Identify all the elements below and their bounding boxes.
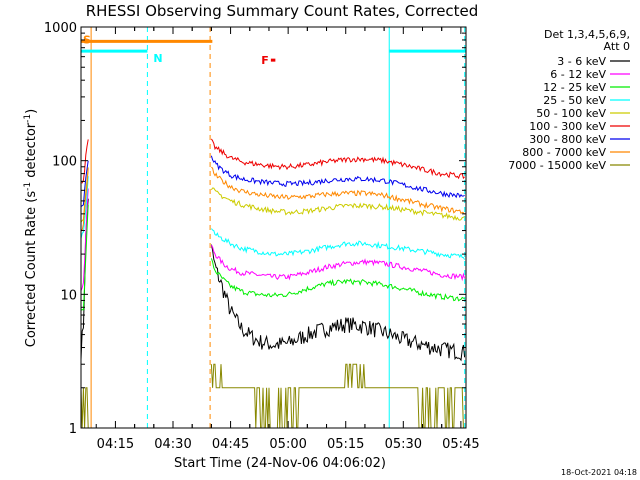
series-800-7000-kev-segment-2 — [211, 166, 465, 215]
x-tick-label: 04:45 — [212, 437, 249, 452]
generation-timestamp: 18-Oct-2021 04:18 — [561, 468, 637, 477]
flag-label-n: N — [153, 52, 162, 65]
series-50-100-kev-segment-2 — [210, 187, 465, 221]
series-6-12-kev-segment-1 — [81, 188, 89, 291]
flag-bars-layer: S N F — [81, 33, 466, 67]
legend-label-50-100-kev: 50 - 100 keV — [536, 107, 606, 120]
x-axis-label: Start Time (24-Nov-06 04:06:02) — [174, 456, 386, 471]
flag-label-f: F — [261, 54, 269, 67]
legend-label-12-25-kev: 12 - 25 keV — [543, 81, 606, 94]
legend-label-25-50-kev: 25 - 50 keV — [543, 94, 606, 107]
series-12-25-kev-segment-1 — [81, 204, 89, 311]
series-100-300-kev-segment-2 — [210, 138, 465, 180]
flag-label-s: S — [83, 33, 91, 46]
x-tick-label: 05:45 — [442, 437, 479, 452]
legend-label-6-12-kev: 6 - 12 keV — [550, 68, 606, 81]
series-25-50-kev-segment-2 — [211, 228, 466, 260]
legend-label-800-7000-kev: 800 - 7000 keV — [522, 146, 606, 159]
series-12-25-kev-segment-2 — [210, 258, 465, 302]
x-tick-label: 05:00 — [269, 437, 306, 452]
x-axis: 04:15 04:30 04:45 05:00 05:15 05:30 05:45 — [95, 27, 480, 452]
x-tick-label: 04:15 — [97, 437, 134, 452]
legend-label-3-6-kev: 3 - 6 keV — [557, 55, 606, 68]
y-tick-label: 1 — [69, 422, 77, 437]
legend-header-line: Att 0 — [604, 40, 630, 53]
legend-label-7000-15000-kev: 7000 - 15000 keV — [508, 159, 606, 172]
x-tick-label: 04:30 — [154, 437, 191, 452]
series-100-300-kev-segment-1 — [81, 139, 89, 184]
series-6-12-kev-segment-2 — [210, 244, 466, 282]
y-tick-label: 100 — [52, 155, 77, 170]
legend-header-line: Det 1,3,4,5,6,9, — [544, 28, 630, 41]
chart-title: RHESSI Observing Summary Count Rates, Co… — [86, 2, 479, 20]
series-3-6-kev-segment-2 — [210, 244, 466, 362]
plot-frame — [80, 26, 467, 429]
y-axis: 1 10 100 1000 — [44, 21, 466, 437]
series-7000-15000-kev-segment-1 — [81, 387, 89, 428]
x-tick-label: 05:30 — [385, 437, 422, 452]
y-tick-label: 10 — [60, 288, 77, 303]
legend-label-300-800-kev: 300 - 800 keV — [529, 133, 606, 146]
series-25-50-kev-segment-1 — [81, 176, 89, 239]
x-tick-label: 05:15 — [327, 437, 364, 452]
series-300-800-kev-segment-2 — [210, 155, 465, 199]
y-tick-label: 1000 — [44, 21, 77, 36]
y-axis-label: Corrected Count Rate (s-1 detector-1) — [23, 109, 39, 347]
legend-label-100-300-kev: 100 - 300 keV — [529, 120, 606, 133]
series-7000-15000-kev-segment-2 — [210, 363, 465, 428]
vertical-markers-layer — [90, 27, 466, 428]
series-layer — [81, 138, 466, 428]
